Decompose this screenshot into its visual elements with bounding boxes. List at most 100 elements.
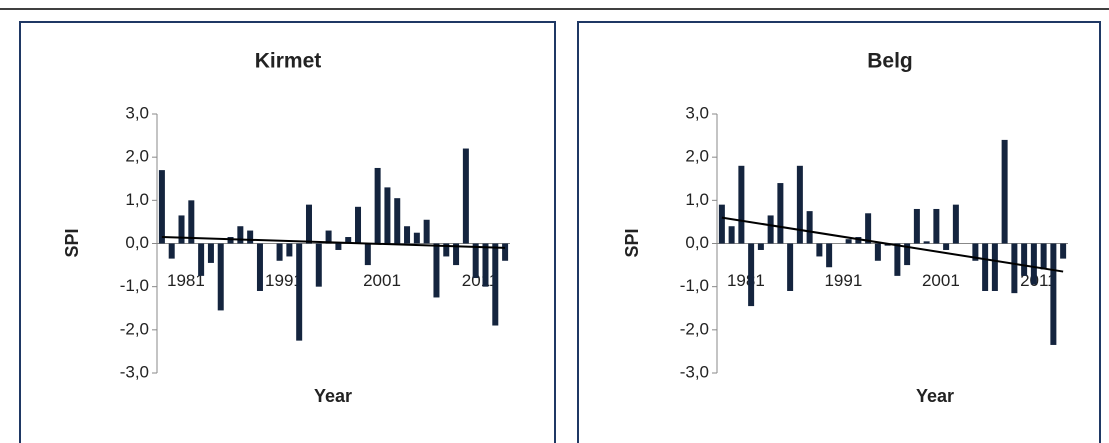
bar [787,243,794,291]
bar [364,243,371,266]
bar [433,243,440,298]
bar [462,148,469,244]
bar [315,243,322,287]
bar [777,183,784,244]
x-tick-label: 2001 [363,271,401,290]
bar [952,204,959,244]
bar [1050,243,1057,345]
y-tick-label: 2,0 [685,147,709,166]
x-axis-label: Year [314,386,352,406]
bar [1060,243,1067,259]
y-tick-label: 1,0 [685,190,709,209]
bar [982,243,989,291]
bar [305,204,312,244]
x-tick-label: 2011 [462,271,499,290]
bar [247,230,254,244]
bar [1040,243,1047,270]
x-tick-label: 1991 [265,271,303,290]
bar [826,243,833,268]
bar [384,187,391,244]
y-tick-label: -2,0 [680,319,709,338]
y-tick-label: -2,0 [120,319,149,338]
y-tick-label: -1,0 [680,276,709,295]
trend-line [721,216,1064,273]
bar [748,243,755,307]
bar [158,170,165,244]
bar [355,206,362,244]
bar [207,243,214,263]
bar [296,243,303,341]
bar [237,226,244,244]
x-tick-label: 1991 [824,271,862,290]
bar [874,243,881,261]
bar [855,237,862,244]
bar [904,243,911,266]
trend-line [161,236,506,249]
bar [453,243,460,266]
y-tick-label: 0,0 [685,233,709,252]
y-tick-label: 2,0 [125,147,149,166]
bar [394,198,401,244]
bar [757,243,764,250]
y-tick-label: -3,0 [120,362,149,381]
bar [178,215,185,244]
bar [198,243,205,276]
bar [1001,139,1008,244]
bar [806,211,813,244]
bar [738,165,745,244]
bar [492,243,499,326]
y-axis-label: SPI [62,228,82,257]
bar [923,241,930,244]
bar [767,215,774,244]
panel [577,21,1101,443]
x-tick-label: 2001 [922,271,960,290]
bar [991,243,998,291]
x-tick-label: 1981 [167,271,205,290]
bar [894,243,901,276]
bar [1021,243,1028,276]
y-tick-label: 0,0 [125,233,149,252]
x-tick-label: 2011 [1020,271,1057,290]
bar [845,239,852,244]
x-tick-label: 1981 [727,271,765,290]
bar [227,237,234,244]
bar [816,243,823,257]
bar [168,243,175,259]
bar [865,213,872,244]
bar [374,167,381,244]
bar [325,230,332,244]
chart-title: Belg [867,50,913,73]
bar [482,243,489,287]
bar [443,243,450,257]
bar [286,243,293,257]
y-tick-label: 3,0 [125,103,149,122]
bar [256,243,263,291]
bar [972,243,979,261]
bar [335,243,342,250]
bar [933,208,940,244]
bar [217,243,224,311]
bar [718,204,725,244]
bar [943,243,950,250]
y-tick-label: -1,0 [120,276,149,295]
bar [728,226,735,244]
bar [1011,243,1018,294]
bar [345,237,352,244]
bar [404,226,411,244]
chart-title: Kirmet [255,50,322,73]
bar [423,219,430,244]
y-tick-label: 1,0 [125,190,149,209]
bar [276,243,283,261]
bar [913,208,920,244]
y-axis-label: SPI [622,228,642,257]
bar [1030,243,1037,285]
bar [472,243,479,279]
bar [796,165,803,244]
x-axis-label: Year [916,386,954,406]
panel [19,21,556,443]
bar [502,243,509,261]
bar [413,232,420,244]
y-tick-label: 3,0 [685,103,709,122]
bar [188,200,195,244]
